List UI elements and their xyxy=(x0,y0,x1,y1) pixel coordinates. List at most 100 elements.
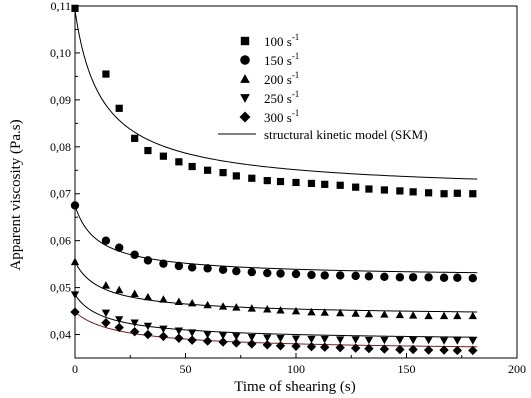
data-point xyxy=(336,271,345,280)
data-point xyxy=(409,188,417,196)
legend-label: 200 s-1 xyxy=(264,70,299,87)
legend-label: 100 s-1 xyxy=(264,32,299,49)
legend-label-superscript: -1 xyxy=(292,89,300,99)
data-point xyxy=(143,322,153,331)
data-point xyxy=(364,309,374,318)
legend-marker xyxy=(239,111,251,123)
data-point xyxy=(203,331,212,339)
data-point xyxy=(159,325,168,334)
legend-label: 150 s-1 xyxy=(264,51,299,68)
data-point xyxy=(469,190,477,198)
data-point xyxy=(70,291,80,299)
data-point xyxy=(263,305,272,313)
data-point xyxy=(276,334,285,343)
data-point xyxy=(307,270,316,280)
data-point xyxy=(101,318,111,328)
data-point xyxy=(130,289,139,298)
data-point xyxy=(174,327,184,335)
legend-model-label: structural kinetic model (SKM) xyxy=(264,127,428,142)
data-point xyxy=(335,342,345,353)
x-tick-label: 100 xyxy=(287,362,305,376)
data-point xyxy=(101,236,111,245)
data-point xyxy=(336,336,345,344)
data-point xyxy=(292,178,300,187)
data-point xyxy=(263,268,272,278)
data-point xyxy=(395,336,405,345)
data-point xyxy=(424,311,433,320)
data-point xyxy=(408,273,418,282)
data-point xyxy=(203,300,212,309)
data-point xyxy=(115,243,124,252)
data-point xyxy=(320,342,330,352)
data-point xyxy=(276,269,285,278)
data-point xyxy=(307,179,316,188)
data-point xyxy=(351,309,360,317)
data-point xyxy=(187,263,197,272)
data-point xyxy=(275,341,286,351)
data-point xyxy=(262,340,272,350)
x-tick-label: 50 xyxy=(180,362,192,376)
data-point xyxy=(468,311,477,320)
data-point xyxy=(453,337,462,345)
data-point xyxy=(219,169,227,177)
x-axis-title: Time of shearing (s) xyxy=(234,379,356,395)
model-curve xyxy=(74,311,478,348)
data-point xyxy=(174,261,184,271)
data-point xyxy=(291,335,301,343)
data-point xyxy=(263,176,271,185)
data-point xyxy=(380,272,389,282)
data-point xyxy=(364,343,374,354)
legend-marker xyxy=(240,94,250,103)
data-point xyxy=(114,322,124,333)
data-point xyxy=(231,338,242,348)
data-point xyxy=(307,335,316,344)
data-point xyxy=(423,345,434,355)
data-point xyxy=(395,273,405,282)
data-point xyxy=(380,336,389,345)
data-point xyxy=(174,333,184,343)
model-curve xyxy=(74,205,478,274)
data-point xyxy=(439,311,449,320)
axis-ticks: 0 50 100 150 200 0,04 0,05 0,06 0,07 0,08 0,09 0,10… xyxy=(50,0,526,376)
data-point xyxy=(380,310,389,318)
data-point xyxy=(248,174,256,182)
x-tick-label: 0 xyxy=(72,362,78,376)
data-point xyxy=(291,269,301,279)
data-points xyxy=(70,4,478,356)
data-point xyxy=(351,271,360,281)
data-point xyxy=(263,334,272,342)
data-point xyxy=(115,104,123,112)
data-point xyxy=(159,259,168,268)
legend-marker xyxy=(240,74,250,83)
data-point xyxy=(175,158,183,166)
data-point xyxy=(453,273,462,282)
data-point xyxy=(202,336,213,346)
y-tick-label: 0,04 xyxy=(50,328,71,342)
data-point xyxy=(453,311,462,320)
data-point xyxy=(352,183,360,191)
data-point xyxy=(115,285,124,294)
data-point xyxy=(115,316,124,324)
data-point xyxy=(320,335,329,344)
data-point xyxy=(187,329,197,337)
data-point xyxy=(232,266,241,276)
data-point xyxy=(129,327,140,337)
data-point xyxy=(70,201,80,210)
data-point xyxy=(71,4,79,12)
data-point xyxy=(424,273,433,282)
data-point xyxy=(408,344,418,355)
data-point xyxy=(187,298,197,307)
data-point xyxy=(380,186,388,194)
data-point xyxy=(247,267,256,277)
x-tick-label: 200 xyxy=(508,362,526,376)
legend-label-superscript: -1 xyxy=(292,32,300,42)
data-point xyxy=(232,333,241,341)
data-point xyxy=(439,345,449,355)
data-point xyxy=(203,264,212,273)
model-curve xyxy=(74,10,478,180)
data-point xyxy=(364,336,374,345)
data-point xyxy=(130,250,139,259)
model-curves xyxy=(74,10,478,348)
data-point xyxy=(187,335,197,345)
x-tick-label: 150 xyxy=(398,362,416,376)
